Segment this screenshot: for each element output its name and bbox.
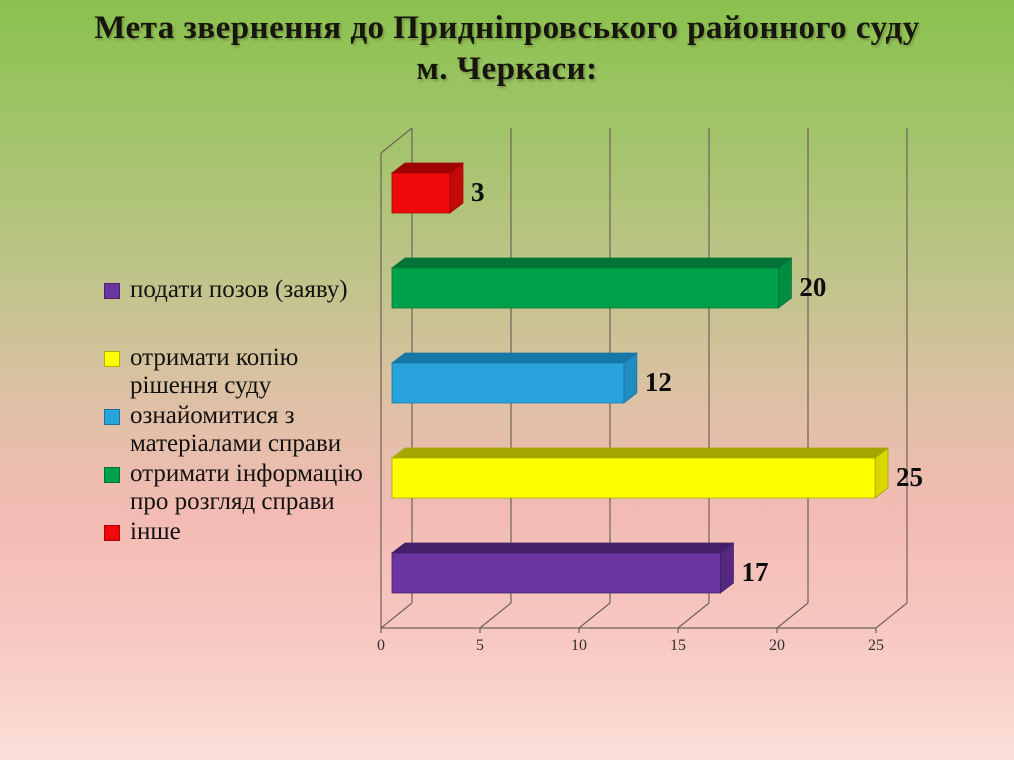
legend-label: ознайомитися з матеріалами справи (130, 402, 342, 457)
legend-label: отримати інформацію про розгляд справи (130, 460, 363, 515)
bar-front-face (391, 552, 721, 594)
title-line-1: Мета звернення до Придніпровського район… (94, 10, 920, 46)
gridline-floor-segment (875, 602, 908, 629)
x-axis-tick-label: 15 (670, 637, 686, 654)
bar-front-face (391, 457, 876, 499)
bar-value-label: 20 (799, 272, 827, 302)
legend-swatch-icon (104, 525, 120, 541)
legend-item: подати позов (заяву) (104, 276, 404, 304)
title-line-2: м. Черкаси: (416, 51, 598, 87)
legend-item: отримати інформацію про розгляд справи (104, 460, 404, 516)
gridline-floor-segment (479, 602, 512, 629)
gridline-floor-segment (776, 602, 809, 629)
x-axis-tick-label: 0 (377, 637, 385, 654)
gridline-floor-segment (578, 602, 611, 629)
legend-label: інше (130, 518, 181, 545)
bar-top-face (390, 447, 890, 459)
x-axis-tick-label: 5 (476, 637, 484, 654)
bar-top-face (390, 542, 735, 554)
bar-value-label: 17 (741, 557, 769, 587)
x-axis-tick-label: 20 (769, 637, 785, 654)
chart-title: Мета звернення до Придніпровського район… (0, 8, 1014, 90)
gridline-floor-segment (380, 602, 413, 629)
legend-item: інше (104, 518, 404, 546)
legend-item: отримати копію рішення суду (104, 344, 404, 400)
legend-swatch-icon (104, 409, 120, 425)
x-axis-tick-label: 25 (868, 637, 884, 654)
bar-top-face (390, 257, 793, 269)
x-axis-tick-label: 10 (571, 637, 587, 654)
legend-label: подати позов (заяву) (130, 276, 348, 303)
bar-top-face (390, 352, 639, 364)
legend-swatch-icon (104, 351, 120, 367)
chart-legend: подати позов (заяву) отримати копію рішенн… (104, 276, 404, 548)
bar-value-label: 25 (896, 462, 923, 492)
bar-front-face (391, 267, 779, 309)
wall-top-edge (380, 127, 413, 154)
bar-value-label: 3 (470, 177, 485, 207)
legend-swatch-icon (104, 283, 120, 299)
bar-value-label: 12 (644, 367, 672, 397)
legend-swatch-icon (104, 467, 120, 483)
legend-label: отримати копію рішення суду (130, 344, 299, 399)
gridline-floor-segment (677, 602, 710, 629)
legend-item: ознайомитися з матеріалами справи (104, 402, 404, 458)
bar-front-face (391, 172, 451, 214)
bar-front-face (391, 362, 625, 404)
